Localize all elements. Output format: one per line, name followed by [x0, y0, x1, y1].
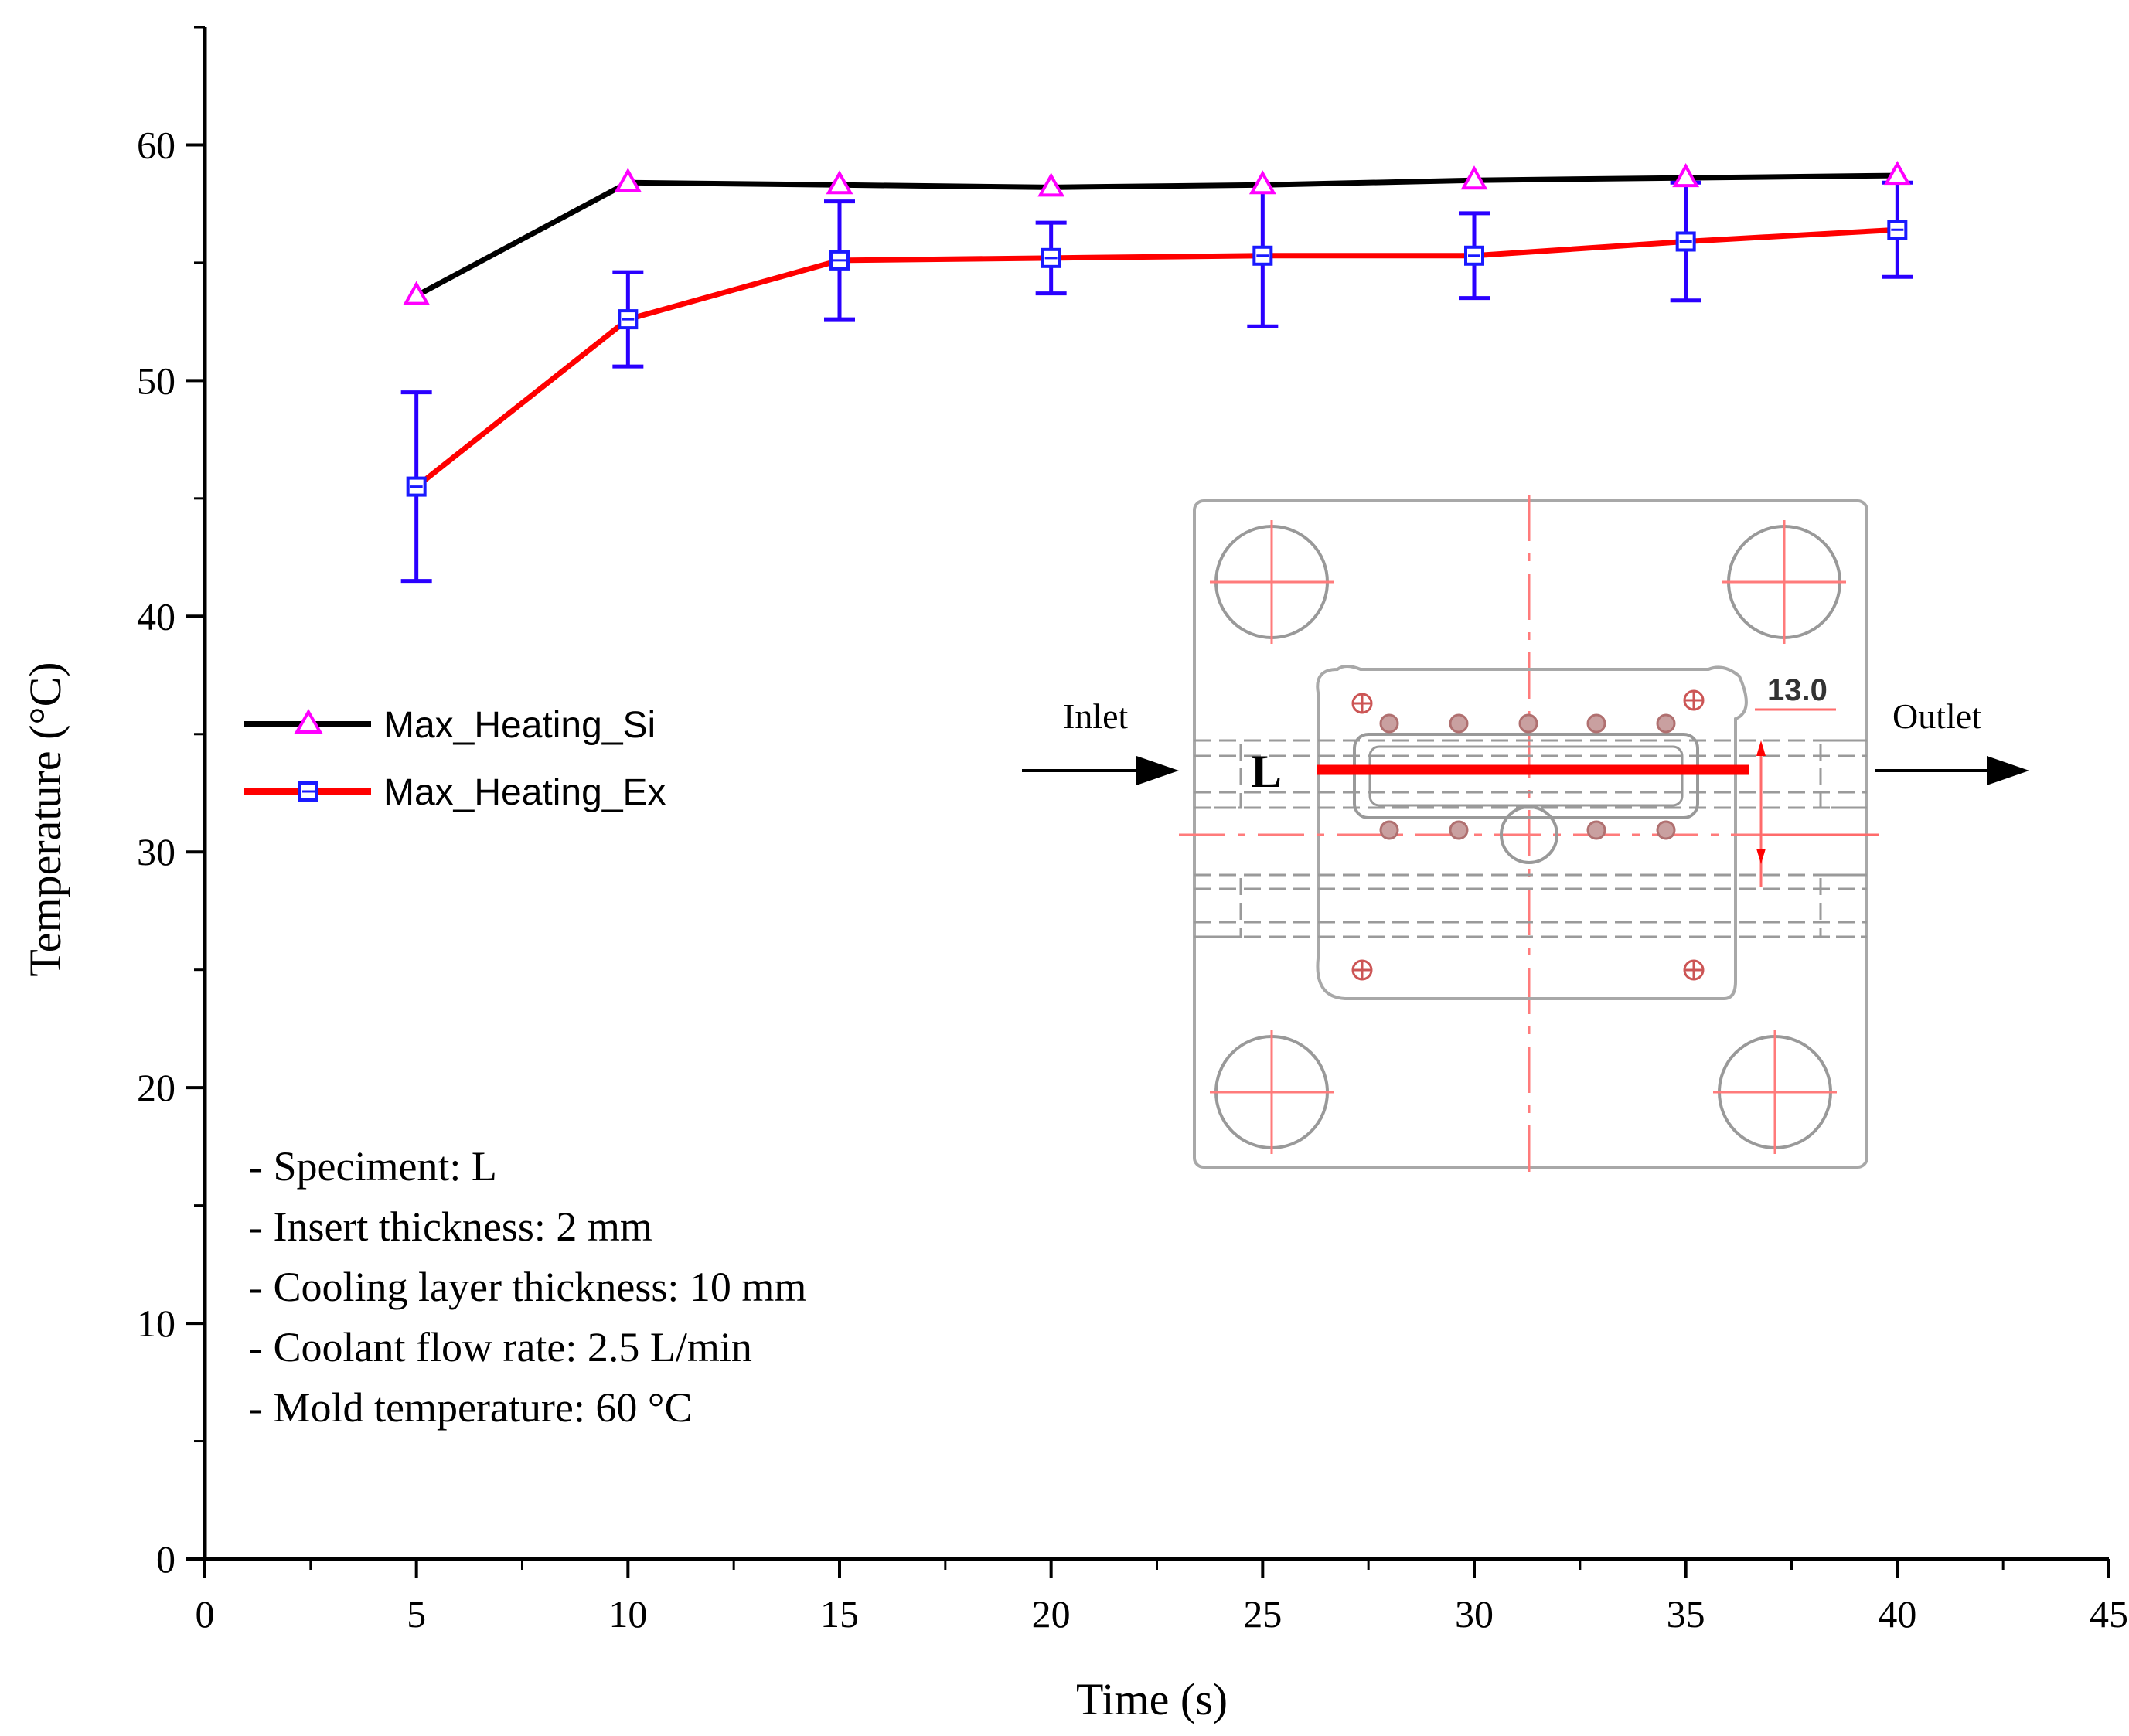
cavity-outer — [1353, 733, 1699, 819]
corner-hole-bottom-left — [1210, 1030, 1334, 1154]
y-tick-label-40: 40 — [137, 594, 175, 638]
legend-marker-si — [294, 708, 323, 734]
y-tick-label-0: 0 — [156, 1537, 175, 1581]
legend-item-ex: Max_Heating_Ex — [244, 772, 666, 813]
note-cooling-layer: - Cooling layer thickness: 10 mm — [249, 1264, 806, 1310]
x-tick-label-25: 25 — [1243, 1592, 1282, 1636]
legend-item-si: Max_Heating_Si — [244, 705, 656, 746]
dimension-label: 13.0 — [1767, 673, 1828, 707]
point-si-40 — [1883, 161, 1911, 186]
x-tick-label-20: 20 — [1032, 1592, 1071, 1636]
x-tick-label-15: 15 — [820, 1592, 859, 1636]
mold-inset-drawing: L 13.0 Inlet Outlet — [1022, 495, 2029, 1181]
x-tick-label-5: 5 — [407, 1592, 426, 1636]
x-tick-label-10: 10 — [608, 1592, 647, 1636]
sprue-circle — [1500, 805, 1558, 864]
insert-plate — [1316, 665, 1748, 1000]
y-tick-label-50: 50 — [137, 359, 175, 402]
point-si-5 — [403, 281, 431, 305]
corner-hole-top-right — [1722, 520, 1846, 644]
outlet-label: Outlet — [1892, 696, 1981, 736]
cavity-inner — [1368, 745, 1684, 807]
legend-label-ex: Max_Heating_Ex — [383, 772, 666, 813]
y-tick-label-20: 20 — [137, 1066, 175, 1109]
dimension-annotation: 13.0 — [1755, 673, 1879, 887]
legend-label-si: Max_Heating_Si — [383, 705, 656, 746]
inlet-label: Inlet — [1063, 696, 1129, 736]
series-line-si — [415, 172, 1898, 298]
y-axis-title: Temperature (°C) — [20, 662, 70, 976]
y-tick-label-30: 30 — [137, 830, 175, 873]
point-si-10 — [614, 168, 642, 192]
x-tick-label-30: 30 — [1455, 1592, 1494, 1636]
note-specimen: - Speciment: L — [249, 1143, 497, 1190]
x-tick-label-0: 0 — [196, 1592, 215, 1636]
condition-notes: - Speciment: L - Insert thickness: 2 mm … — [249, 1143, 806, 1431]
y-ticks: 0 10 20 30 40 50 60 — [137, 26, 205, 1581]
x-tick-label-45: 45 — [2090, 1592, 2128, 1636]
screw-holes — [1351, 689, 1705, 981]
point-si-30 — [1460, 165, 1488, 190]
note-insert-thickness: - Insert thickness: 2 mm — [249, 1203, 652, 1250]
y-tick-label-10: 10 — [137, 1302, 175, 1345]
x-tick-label-35: 35 — [1667, 1592, 1705, 1636]
point-si-20 — [1037, 172, 1065, 197]
inlet-arrow: Inlet — [1022, 696, 1179, 785]
specimen-label: L — [1251, 746, 1282, 797]
point-si-35 — [1672, 163, 1700, 188]
ejector-pins — [1379, 713, 1676, 840]
series-layer — [400, 161, 1913, 584]
x-tick-label-40: 40 — [1878, 1592, 1916, 1636]
point-si-25 — [1248, 170, 1276, 195]
corner-hole-top-left — [1210, 520, 1334, 644]
corner-hole-bottom-right — [1713, 1030, 1837, 1154]
legend: Max_Heating_Si Max_Heating_Ex — [244, 705, 666, 813]
point-si-15 — [826, 170, 853, 195]
y-tick-label-60: 60 — [137, 123, 175, 166]
x-ticks: 0 5 10 15 20 25 30 35 40 45 — [196, 1559, 2128, 1636]
note-mold-temperature: - Mold temperature: 60 °C — [249, 1384, 692, 1431]
outlet-arrow: Outlet — [1875, 696, 2029, 785]
x-axis-title: Time (s) — [1076, 1674, 1228, 1724]
series-line-ex — [414, 226, 1898, 489]
note-coolant-flow: - Coolant flow rate: 2.5 L/min — [249, 1324, 752, 1370]
